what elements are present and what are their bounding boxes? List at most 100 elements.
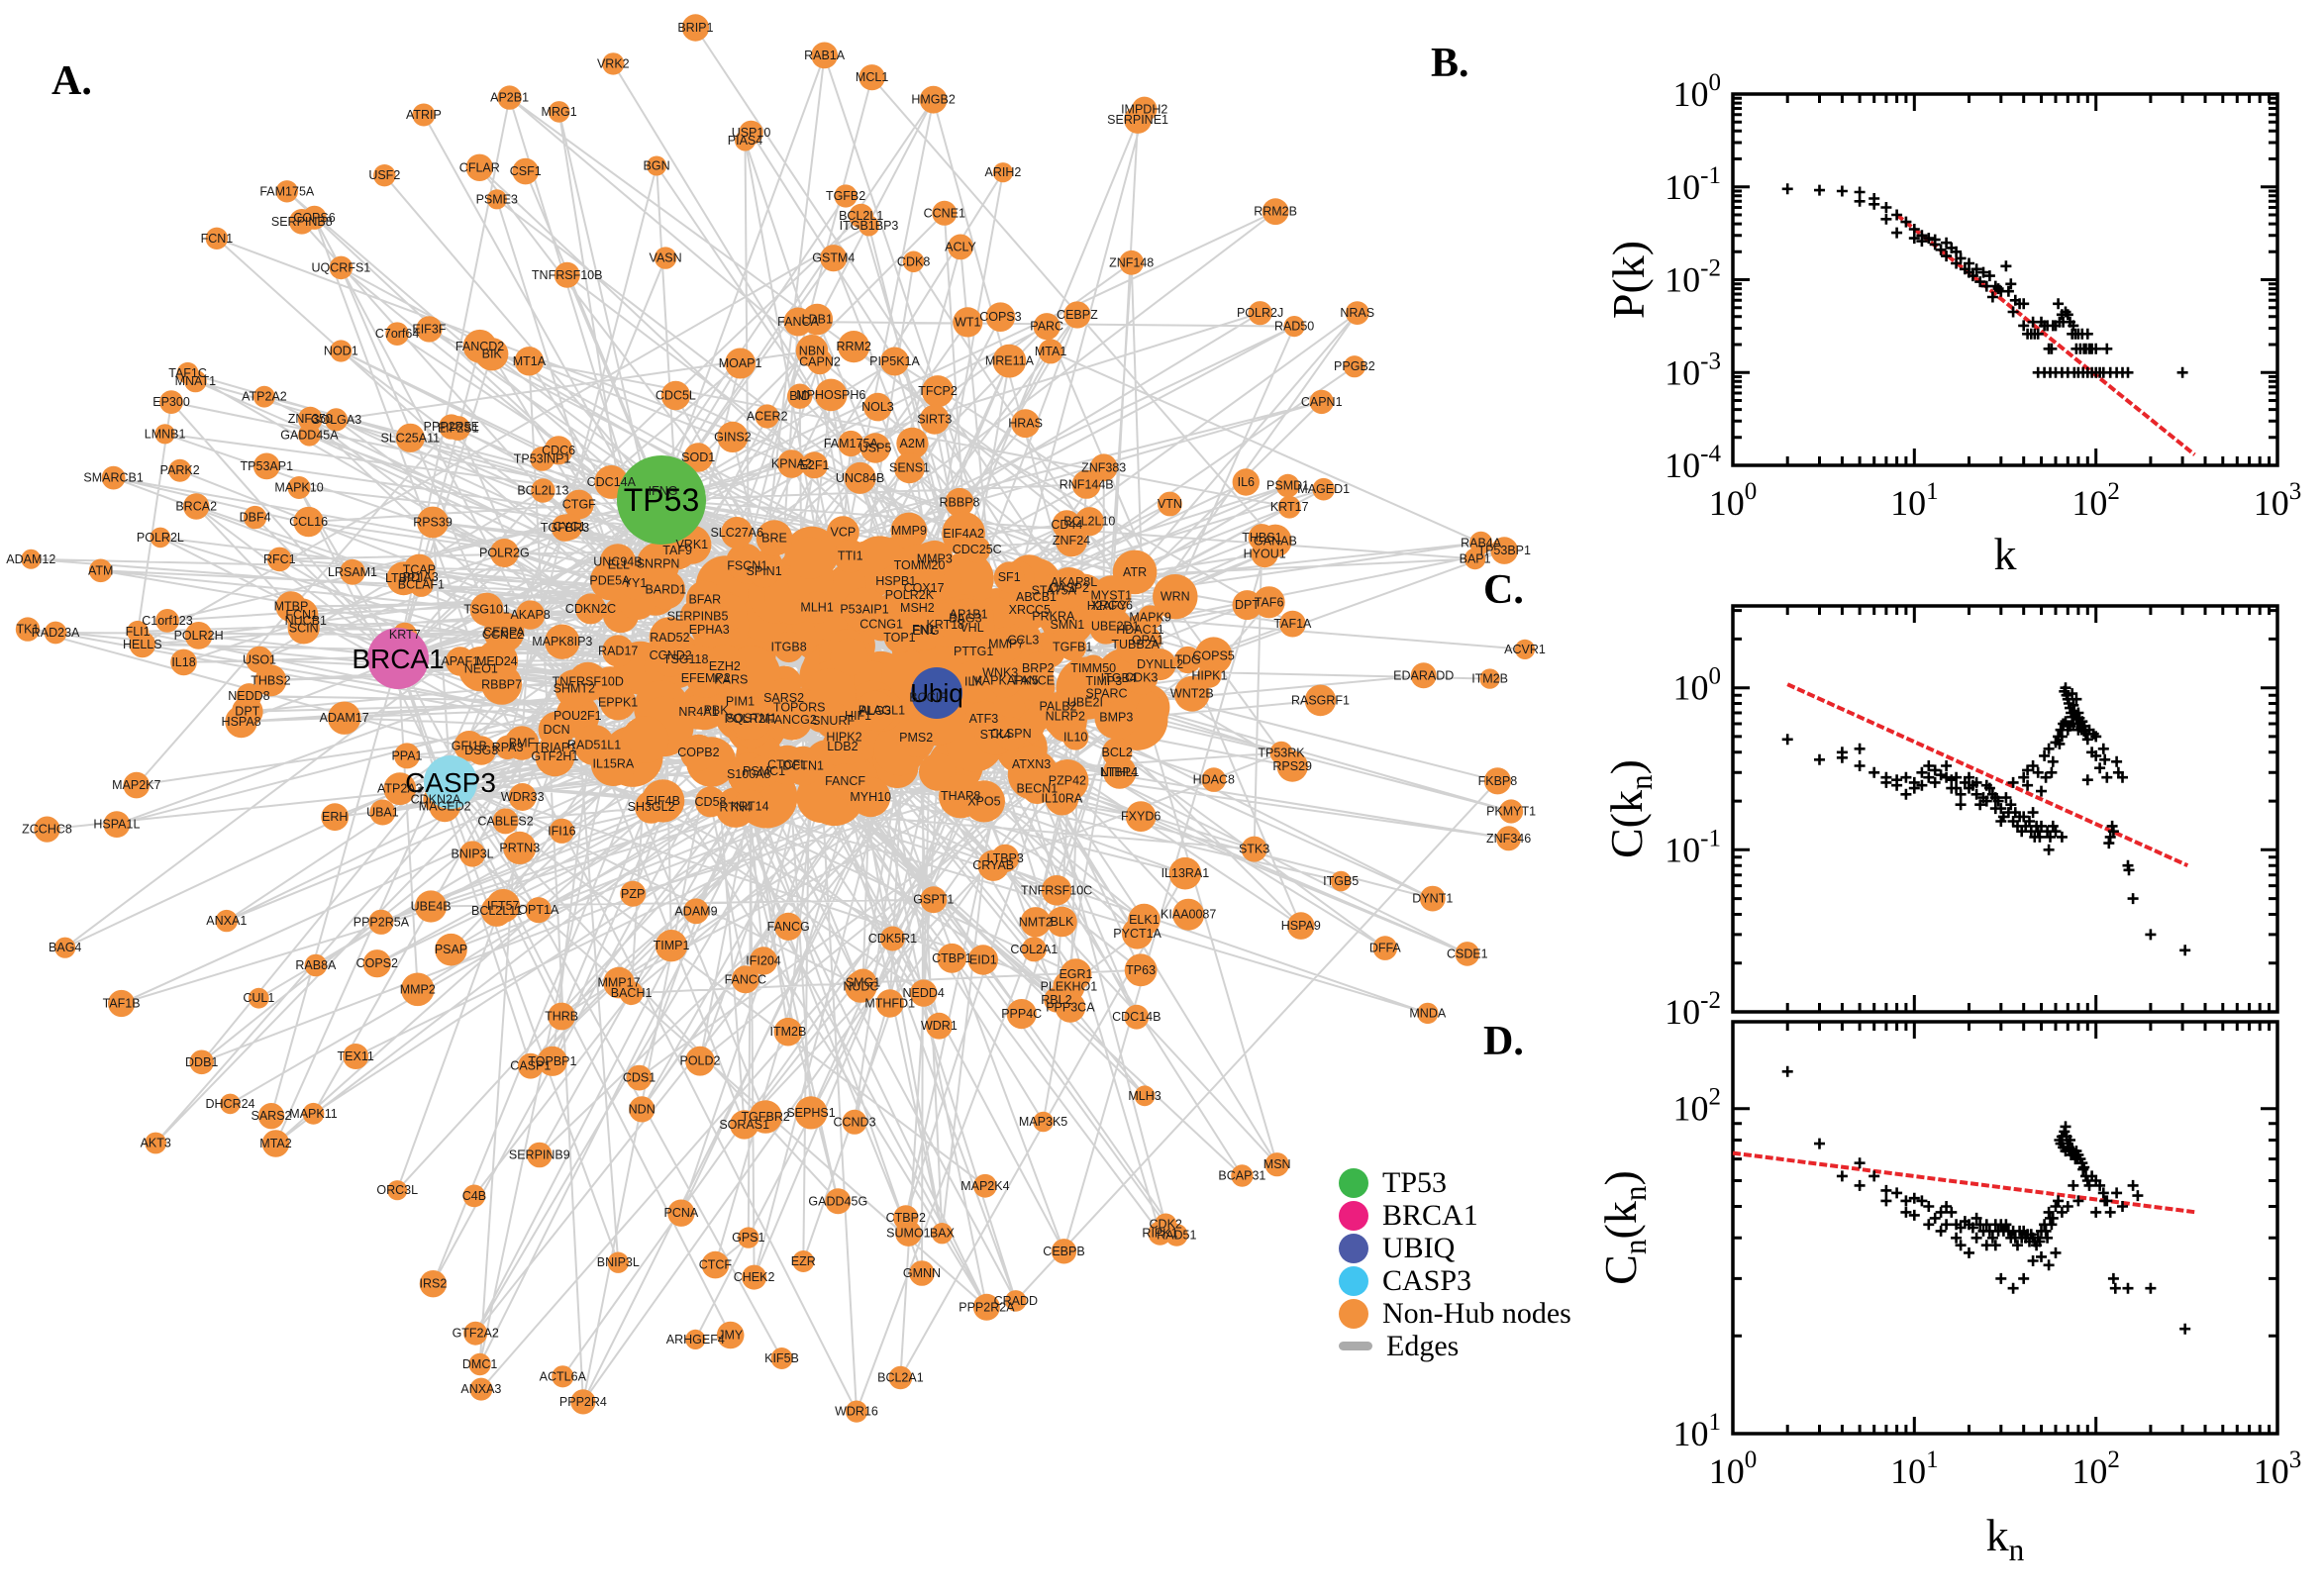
non-hub-node [556,513,583,541]
gene-label: KIAA0087 [1161,908,1216,922]
non-hub-node [1455,942,1480,966]
legend-label: UBIQ [1382,1231,1456,1264]
node-swatch [1339,1298,1368,1329]
gene-label: PPGB2 [1334,359,1375,373]
gene-label: ERH [322,810,348,824]
non-hub-node [463,1321,488,1346]
non-hub-node [1232,590,1262,621]
gene-label: MCL1 [856,70,888,84]
non-hub-node [44,621,67,645]
gene-label: IFT57 [487,899,520,913]
non-hub-node [731,965,759,994]
gene-label: DHCR24 [205,1097,254,1111]
non-hub-node [486,888,521,923]
gene-label: LDB1 [802,313,833,327]
non-hub-node [1264,1152,1289,1177]
non-hub-node [603,966,635,999]
legend-label: TP53 [1382,1165,1448,1199]
non-hub-node [1148,1221,1172,1246]
non-hub-node [771,699,813,741]
gene-label: WRN [1161,590,1190,604]
gene-label: GSPT1 [913,893,954,907]
non-hub-node [1479,668,1500,689]
non-hub-node [548,101,570,123]
gene-label: PPP2R4 [559,1395,607,1409]
gene-label: HSPA1L [93,818,140,832]
non-hub-node [103,811,131,838]
non-hub-node [1124,1004,1150,1030]
tick-labels: 100 101 102 103 100 10-1 10-2 10-3 10-4 [1665,69,2301,523]
gene-label: RNF144B [1060,477,1114,491]
gene-label: BCCIP [909,691,947,705]
non-hub-node [168,458,192,482]
gene-label: CASP1 [510,1059,551,1073]
non-hub-node [1012,745,1051,783]
gene-label: DMC1 [462,1357,497,1371]
non-hub-node [328,701,361,735]
non-hub-node [1033,1111,1054,1133]
gene-label: PTTG1 [954,645,993,658]
gene-label: POLR2G [479,547,530,560]
gene-label: IL10 [1063,730,1087,744]
gene-label: A2M [900,437,926,450]
non-hub-node [1174,646,1202,674]
axis-ticks [1731,606,2279,1014]
gene-label: PZP42 [1049,774,1086,788]
gene-label: ADAM17 [320,711,369,725]
hub-node-casp3 [424,755,477,809]
non-hub-node [858,215,879,237]
legend-item-non-hub-nodes: Non-Hub nodes [1339,1297,1571,1330]
gene-label: TFCP2 [918,384,958,398]
gene-label: COPS2 [356,956,398,970]
gene-label: POLR2K [885,588,935,602]
gene-label: CSF1 [510,164,542,178]
gene-label: CCNE1 [924,206,965,220]
gene-label: MAGED1 [1297,482,1350,496]
non-hub-node [801,451,828,479]
non-hub-node [1060,568,1088,596]
gene-label: LRSAM1 [328,565,377,579]
non-hub-node [298,424,321,447]
gene-label: MTHFD1 [864,997,915,1011]
non-hub-node [945,487,974,518]
non-hub-node [302,1102,325,1125]
gene-label: HIPK1 [1191,669,1227,683]
panel-a-label: A. [51,58,92,104]
gene-label: RPS39 [413,516,453,530]
gene-label: LDB2 [827,740,858,753]
non-hub-node [1094,695,1139,740]
gene-label: C1orf123 [142,614,192,628]
non-hub-node [1279,610,1306,638]
gene-label: BMP3 [1099,711,1133,725]
non-hub-node [716,1321,745,1349]
non-hub-node [486,189,507,210]
non-hub-node [685,1329,706,1349]
gene-label: MAPKAPK5 [971,674,1038,688]
gene-label: KPNA2 [771,457,812,471]
gene-label: SMG1 [846,976,880,990]
gene-label: GADD45A [280,428,339,442]
gene-label: GFI1B [452,739,487,752]
gene-label: MAPK11 [289,1107,337,1121]
gene-label: CDK2 [1150,1218,1182,1232]
non-hub-node [1275,473,1300,498]
non-hub-node [563,489,594,520]
non-hub-node [807,349,833,375]
non-hub-node [700,694,733,727]
gene-label: ZNF346 [1486,832,1531,846]
gene-label: HELLS [123,638,162,651]
gene-label: SHMT2 [554,682,595,696]
gene-label: ORC3L [376,1183,418,1197]
gene-label: BACH1 [611,986,653,1000]
non-hub-node [304,953,328,977]
non-hub-node [1417,1002,1439,1025]
non-hub-node [1100,659,1137,697]
gene-label: FXYD6 [1121,810,1161,824]
non-hub-node [88,558,113,583]
gene-label: COPS6 [293,211,335,225]
non-hub-node [293,506,324,538]
non-hub-node [685,1046,715,1076]
non-hub-node [725,348,757,379]
gene-label: E2F1 [800,458,830,472]
non-hub-node [973,1173,997,1198]
